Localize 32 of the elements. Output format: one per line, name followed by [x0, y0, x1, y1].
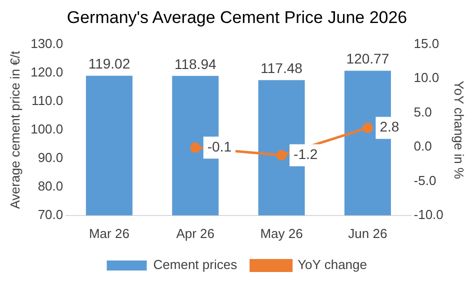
x-tick-label: Apr 26: [176, 226, 215, 241]
y-tick-label: 100.0: [30, 121, 64, 136]
data-label: 118.94: [174, 56, 216, 72]
y-tick-label: 80.0: [38, 178, 64, 194]
y2-tick-label: 0.0: [414, 138, 432, 154]
point: [190, 142, 201, 153]
data-label: 117.48: [260, 60, 303, 76]
data-label: -1.2: [294, 146, 318, 162]
y2-tick-label: -5.0: [414, 172, 436, 188]
data-label: -0.1: [207, 138, 232, 155]
y2-tick-label: 5.0: [414, 104, 432, 120]
data-label: 120.77: [346, 50, 390, 67]
y2-tick-label: -10.0: [414, 206, 444, 222]
point: [362, 122, 373, 134]
y2-axis-title: YoY change in %: [452, 80, 467, 180]
y-tick-label: 120.0: [30, 64, 64, 80]
chart-title: Germany's Average Cement Price June 2026: [66, 8, 408, 27]
y-tick-label: 90.0: [38, 150, 64, 165]
y2-tick-label: 10.0: [414, 70, 440, 86]
point: [276, 150, 287, 160]
x-tick-label: May 26: [260, 226, 303, 241]
y-axis-title: Average cement price in €/t: [7, 50, 22, 209]
y-tick-label: 70.0: [38, 206, 64, 222]
y2-tick-label: 15.0: [414, 36, 440, 51]
y-tick-label: 110.0: [32, 92, 64, 108]
x-tick-label: Mar 26: [88, 226, 130, 241]
data-label: 2.8: [380, 118, 400, 135]
legend-label: Cement prices: [153, 257, 238, 272]
data-label: 119.02: [88, 56, 130, 72]
x-tick-label: Jun 26: [348, 226, 388, 241]
y-tick-label: 130.0: [30, 36, 64, 51]
legend-label: YoY change: [298, 257, 367, 272]
